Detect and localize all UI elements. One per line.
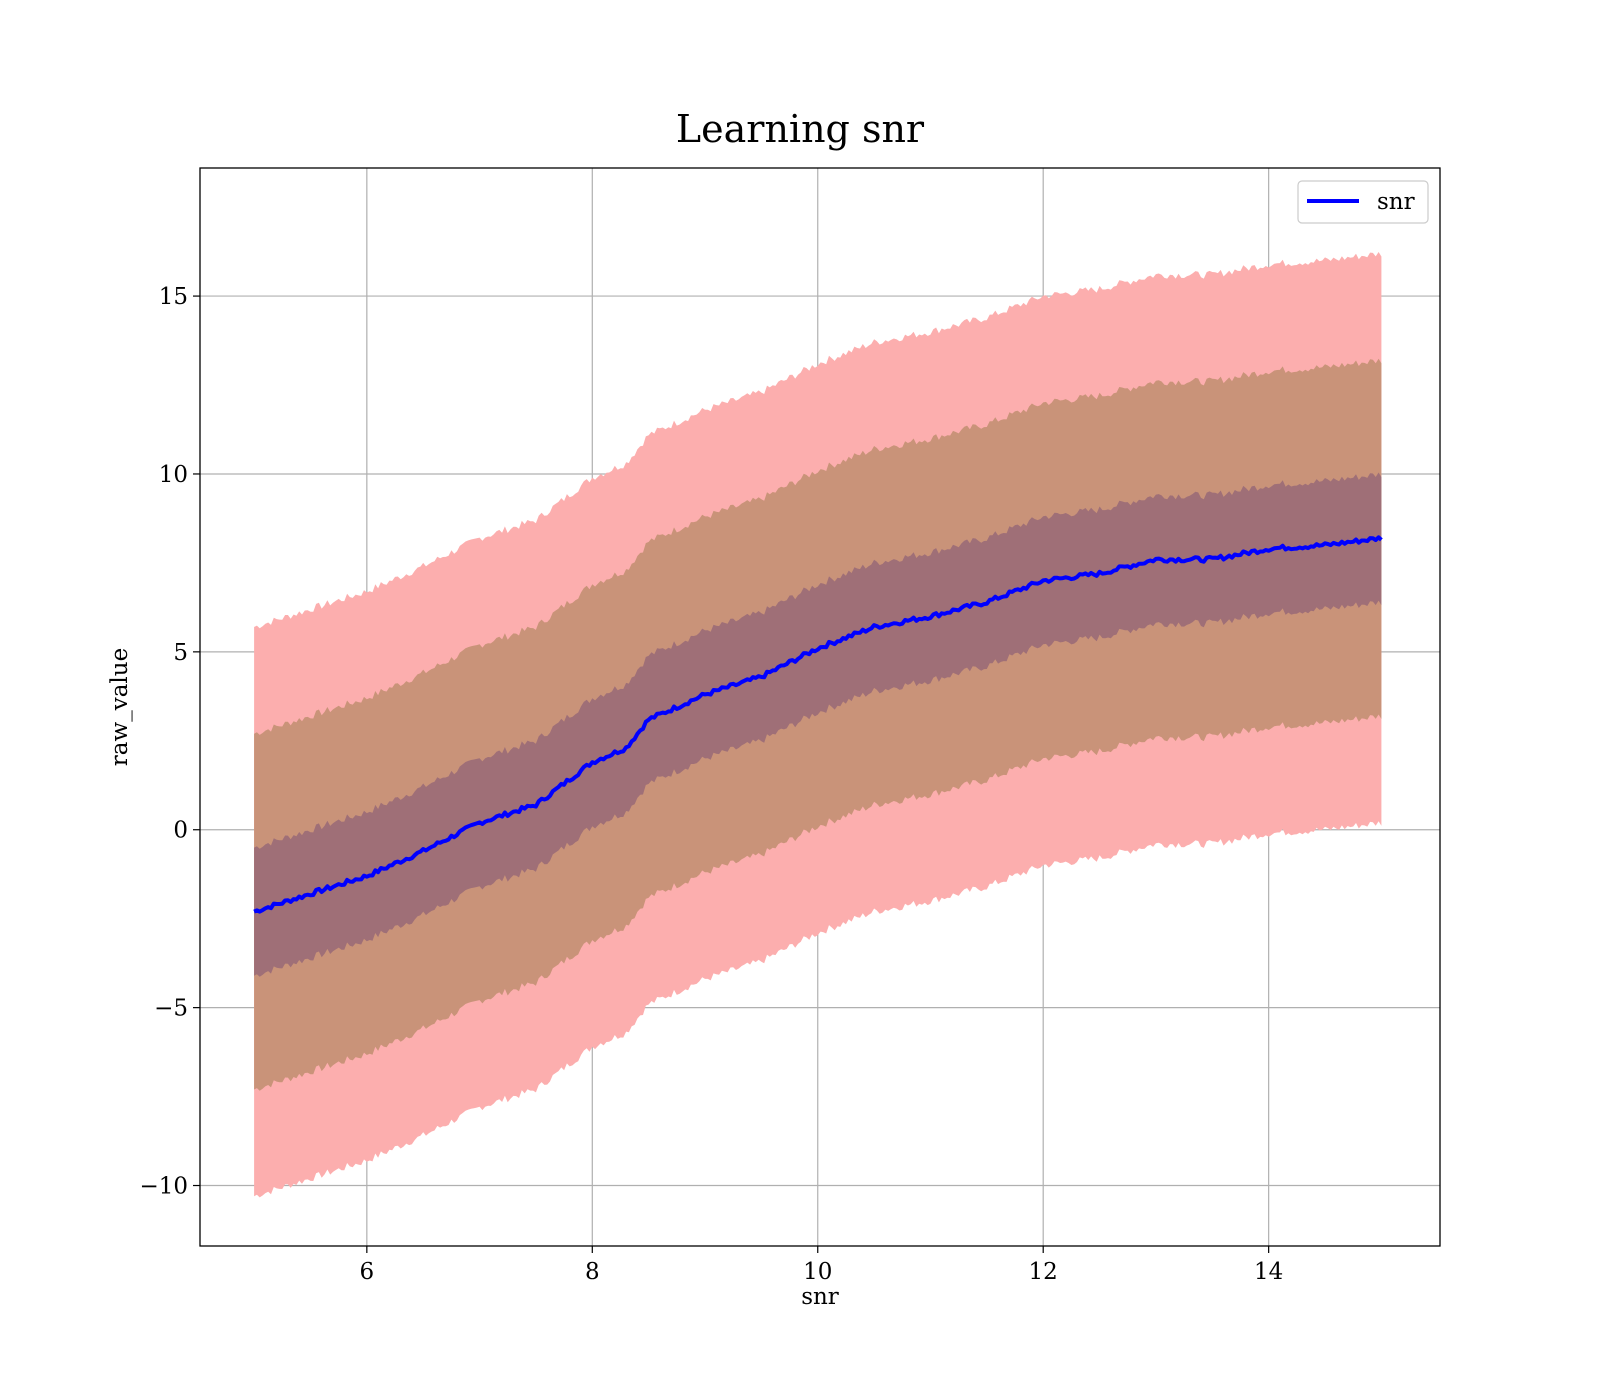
plot-frame (199, 167, 1441, 1247)
x-tick-label: 10 (803, 1259, 832, 1285)
x-tick-label: 12 (1029, 1259, 1058, 1285)
legend-box (1297, 180, 1429, 224)
x-tick-label: 14 (1254, 1259, 1283, 1285)
series-lines (253, 535, 1383, 914)
x-tick-label: 6 (360, 1259, 375, 1285)
x-ticks: 6 8 10 12 14 (360, 1246, 1283, 1285)
x-axis-label: snr (801, 1284, 839, 1310)
y-tick-label: 10 (159, 462, 188, 488)
band-inner (254, 472, 1382, 977)
x-tick-label: 8 (585, 1259, 600, 1285)
series-line-snr (253, 535, 1383, 914)
chart-title: Learning snr (676, 107, 925, 151)
confidence-bands (254, 252, 1382, 1198)
legend[interactable]: snr (1297, 180, 1429, 224)
y-tick-label: 5 (173, 640, 188, 666)
y-tick-label: 15 (159, 284, 188, 310)
y-ticks: −10 −5 0 5 10 15 (139, 284, 200, 1200)
y-tick-label: −10 (139, 1174, 188, 1200)
y-axis-label: raw_value (107, 648, 133, 766)
legend-label-snr: snr (1377, 189, 1415, 215)
y-tick-label: −5 (154, 996, 188, 1022)
y-tick-label: 0 (173, 818, 188, 844)
